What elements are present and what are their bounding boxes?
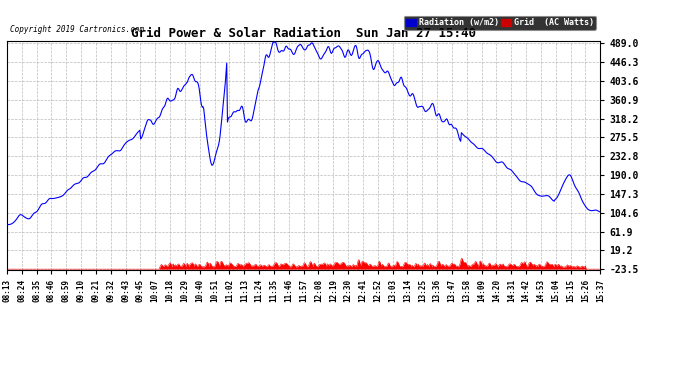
Text: Copyright 2019 Cartronics.com: Copyright 2019 Cartronics.com bbox=[10, 25, 144, 34]
Legend: Radiation (w/m2), Grid  (AC Watts): Radiation (w/m2), Grid (AC Watts) bbox=[404, 16, 596, 30]
Title: Grid Power & Solar Radiation  Sun Jan 27 15:40: Grid Power & Solar Radiation Sun Jan 27 … bbox=[131, 27, 476, 40]
